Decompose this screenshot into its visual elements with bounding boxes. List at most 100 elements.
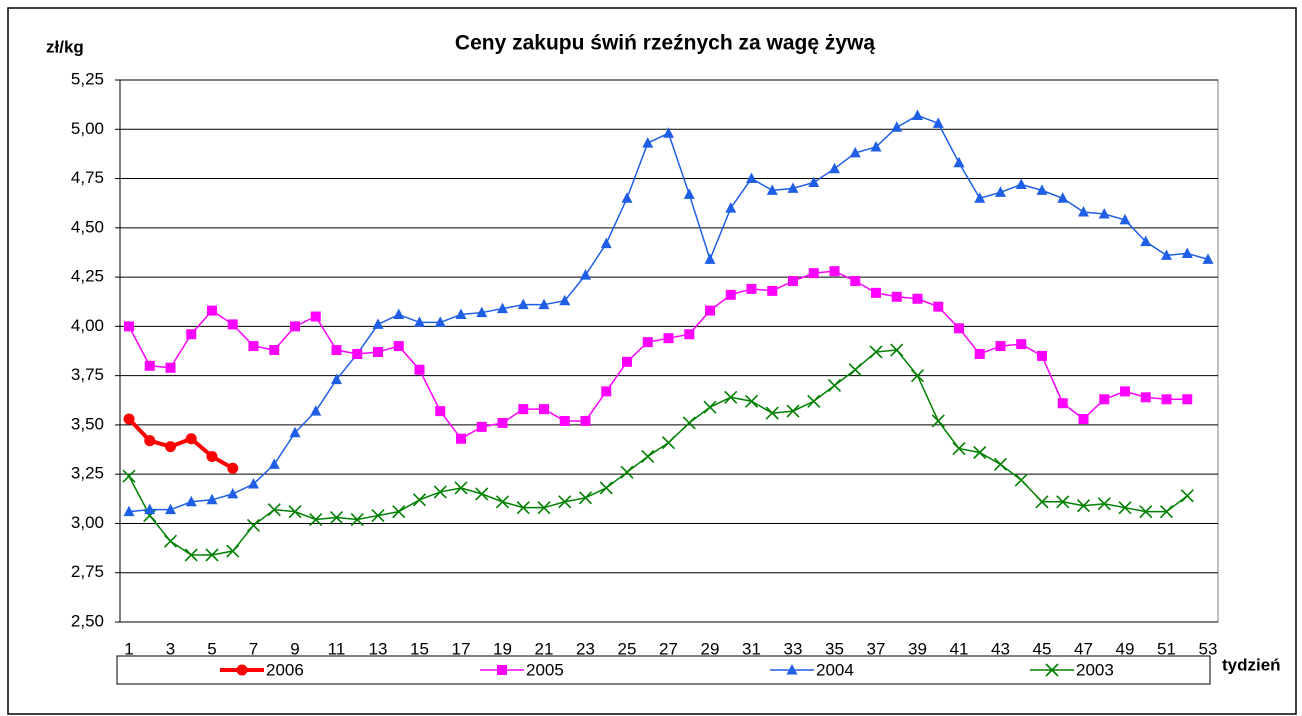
marker	[309, 512, 323, 527]
legend-box	[116, 655, 1211, 685]
marker	[891, 121, 903, 132]
y-tick-label: 3,50	[71, 414, 104, 433]
marker	[642, 137, 654, 148]
marker	[268, 458, 280, 469]
marker	[684, 329, 695, 340]
marker	[704, 253, 716, 264]
x-tick-label: 31	[742, 639, 761, 658]
chart-title: Ceny zakupu świń rzeźnych za wagę żywą	[455, 32, 875, 55]
marker	[703, 400, 717, 414]
marker	[578, 491, 593, 505]
marker	[289, 426, 301, 438]
marker	[185, 495, 197, 507]
y-tick-label: 3,25	[71, 464, 104, 483]
marker	[393, 341, 404, 352]
x-tick-label: 43	[991, 639, 1010, 658]
marker	[871, 287, 881, 298]
x-tick-label: 9	[290, 639, 299, 658]
y-tick-label: 5,00	[71, 119, 104, 138]
marker	[891, 291, 902, 302]
marker	[1099, 394, 1110, 405]
marker	[870, 141, 882, 152]
marker	[269, 345, 280, 356]
marker	[372, 318, 384, 329]
marker	[642, 337, 653, 348]
marker	[412, 493, 427, 507]
marker	[288, 505, 302, 519]
marker	[1120, 386, 1130, 397]
marker	[682, 416, 696, 430]
marker	[746, 283, 757, 294]
marker	[1036, 184, 1048, 195]
marker	[227, 319, 238, 330]
marker	[954, 323, 964, 334]
marker	[1015, 178, 1027, 189]
marker	[185, 433, 197, 445]
marker	[124, 321, 134, 332]
marker	[248, 341, 259, 352]
marker	[599, 481, 613, 495]
marker	[746, 172, 757, 184]
marker	[973, 445, 987, 460]
marker	[786, 404, 800, 418]
y-tick-label: 4,75	[71, 168, 104, 187]
x-axis-label: tydzień	[1222, 655, 1281, 674]
marker	[1035, 495, 1049, 509]
x-tick-label: 29	[701, 639, 720, 658]
marker	[1140, 392, 1151, 403]
x-tick-label: 15	[410, 639, 429, 658]
marker	[848, 363, 862, 377]
marker	[559, 294, 571, 306]
marker	[1181, 247, 1193, 258]
marker	[600, 237, 612, 249]
series-line	[128, 349, 1188, 556]
marker	[1014, 473, 1028, 487]
x-tick-label: 49	[1116, 639, 1135, 658]
marker	[1078, 206, 1089, 217]
marker	[974, 348, 985, 359]
marker	[165, 362, 176, 373]
marker	[1180, 489, 1194, 503]
series-line	[128, 270, 1188, 440]
marker	[454, 481, 468, 495]
marker	[1016, 339, 1027, 350]
marker	[414, 316, 425, 327]
marker	[1057, 398, 1068, 409]
marker	[869, 345, 883, 359]
marker	[329, 510, 344, 525]
marker	[1182, 394, 1193, 405]
legend-marker	[497, 665, 507, 675]
marker	[1056, 495, 1070, 509]
marker	[393, 308, 405, 320]
marker	[1037, 350, 1047, 361]
marker	[724, 390, 738, 404]
marker	[932, 117, 944, 128]
marker	[580, 415, 591, 426]
marker	[310, 311, 321, 322]
marker	[807, 394, 821, 408]
marker	[184, 548, 198, 562]
marker	[352, 348, 363, 359]
marker	[538, 298, 550, 310]
marker	[206, 493, 218, 505]
marker	[766, 184, 778, 195]
x-tick-label: 33	[784, 639, 803, 658]
y-tick-label: 2,75	[71, 562, 104, 581]
x-tick-label: 7	[249, 639, 258, 658]
marker	[350, 512, 364, 527]
marker	[122, 469, 136, 483]
marker	[435, 406, 446, 417]
marker	[392, 505, 406, 519]
legend-marker	[1045, 663, 1059, 677]
x-tick-label: 53	[1199, 639, 1218, 658]
marker	[827, 378, 842, 393]
marker	[456, 433, 466, 444]
y-tick-label: 3,00	[71, 513, 104, 532]
marker	[808, 176, 820, 187]
marker	[558, 495, 572, 509]
marker	[207, 305, 217, 316]
y-tick-label: 4,00	[71, 316, 104, 335]
marker	[123, 505, 135, 517]
marker	[537, 501, 551, 515]
